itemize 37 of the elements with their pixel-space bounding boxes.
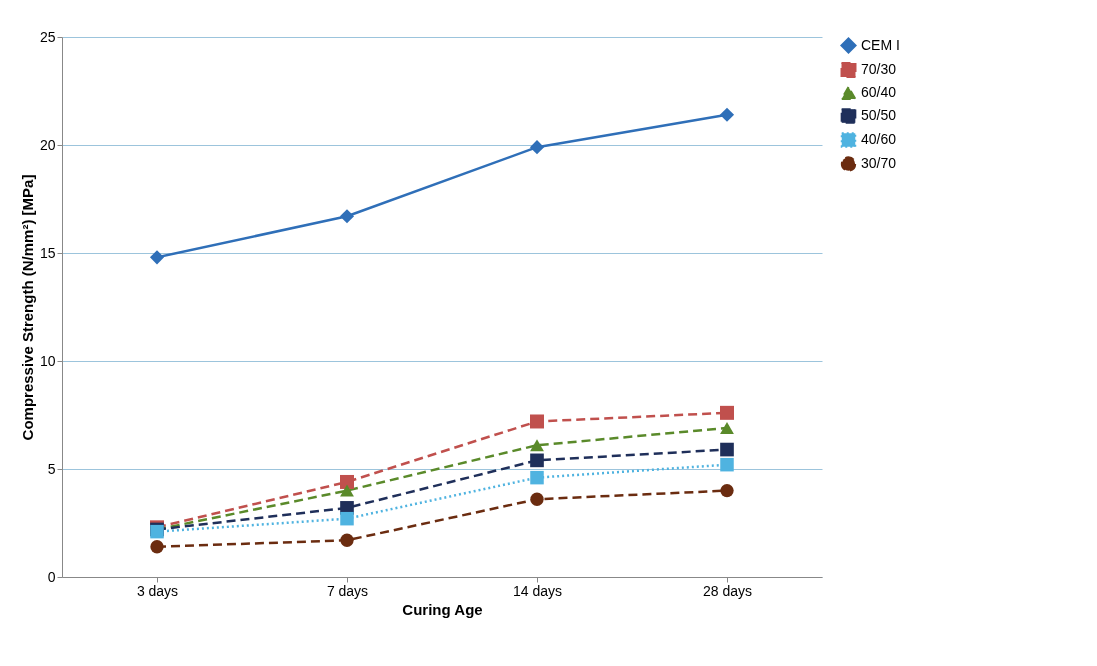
point (720, 457, 734, 472)
point (149, 250, 165, 265)
legend-label: 70/30 (861, 61, 897, 77)
point (530, 439, 544, 452)
point (530, 453, 544, 468)
y-tick-label: 0 (47, 568, 56, 585)
x-tick-label: 3 days (136, 582, 179, 599)
point (530, 470, 544, 485)
legend-label: 50/50 (861, 107, 897, 123)
x-axis-title: Curing Age (402, 600, 483, 618)
point (339, 209, 355, 224)
point (720, 405, 734, 420)
y-tick-label: 5 (47, 460, 56, 477)
point (720, 421, 734, 434)
y-tick-label: 20 (39, 136, 56, 153)
x-tick-label: 7 days (326, 582, 369, 599)
point (719, 107, 735, 122)
point (150, 540, 164, 554)
legend-label: 60/40 (861, 84, 897, 100)
legend-label: CEM I (861, 36, 900, 53)
legend-label: 30/70 (861, 155, 897, 171)
point (340, 511, 354, 526)
y-axis-title: Compressive Strength (N/mm²) [MPa] (18, 174, 36, 441)
point (340, 474, 354, 489)
point (340, 484, 354, 497)
point (529, 140, 545, 155)
point (720, 483, 734, 498)
legend-label: 40/60 (861, 131, 897, 147)
x-tick-label: 14 days (512, 582, 563, 599)
y-tick-label: 10 (39, 352, 56, 369)
y-tick-label: 15 (39, 244, 56, 261)
point (530, 492, 544, 506)
point (720, 442, 734, 457)
x-tick-label: 28 days (702, 582, 753, 599)
y-tick-label: 25 (39, 28, 56, 45)
point (530, 414, 544, 429)
point (340, 533, 354, 547)
